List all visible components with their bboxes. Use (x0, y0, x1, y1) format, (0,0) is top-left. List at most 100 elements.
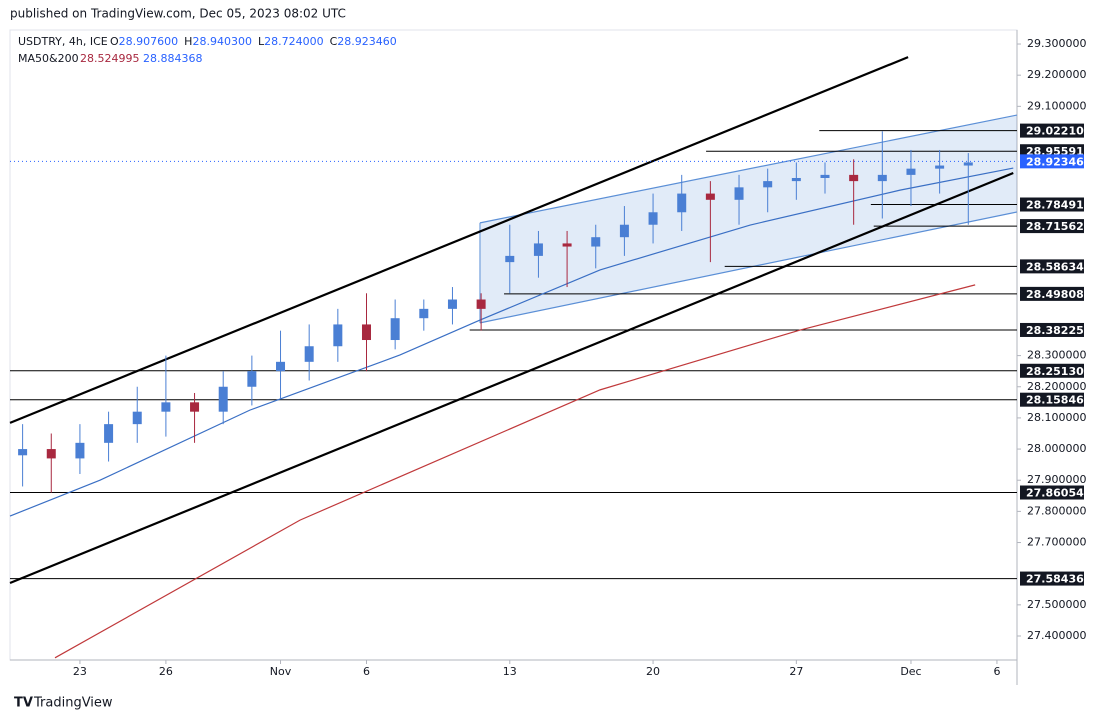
x-tick-label: 26 (159, 665, 173, 678)
candle-body (505, 255, 515, 263)
legend: USDTRY, 4h, ICE O28.907600 H28.940300 L28.… (18, 35, 397, 65)
candle-body (46, 449, 56, 459)
candle-body (447, 299, 457, 309)
candle-body (791, 177, 801, 182)
candle-body (390, 318, 400, 341)
y-tick-label: 28.100000 (1027, 411, 1087, 424)
trend-upper (9, 56, 909, 424)
candle-body (562, 243, 572, 247)
channel-upper (479, 114, 1018, 224)
y-tick-label: 27.400000 (1027, 629, 1087, 642)
x-tick-label: 23 (73, 665, 87, 678)
ohlc-value: 28.923460 (337, 35, 397, 48)
level-tag (1020, 286, 1084, 301)
candle-body (333, 324, 343, 347)
y-tick-label: 27.800000 (1027, 504, 1087, 517)
y-tick-label: 28.000000 (1027, 442, 1087, 455)
ohlc-key: H (184, 35, 192, 48)
level-tag (1020, 571, 1084, 586)
candle-body (734, 187, 744, 200)
ma50 (9, 167, 1014, 517)
level-label: 28.382255 (1026, 324, 1091, 337)
level-label: 28.784917 (1026, 199, 1091, 212)
ohlc-key: C (330, 35, 338, 48)
level-tag (1020, 392, 1084, 407)
y-tick-label: 29.200000 (1027, 68, 1087, 81)
level-tag (1020, 363, 1084, 378)
ohlc-values: O28.907600 H28.940300 L28.724000 C28.923460 (110, 35, 397, 48)
candle-body (935, 165, 945, 169)
ma50-value: 28.884368 (143, 52, 203, 65)
footer-brand: TradingView (33, 696, 113, 711)
trend-lower (9, 171, 1014, 585)
x-tick-label: 6 (993, 665, 1000, 678)
candle-body (419, 308, 429, 319)
x-tick-label: 13 (503, 665, 517, 678)
ohlc-value: 28.907600 (119, 35, 179, 48)
y-tick-label: 27.900000 (1027, 473, 1087, 486)
candle-body (533, 243, 543, 256)
candle-body (763, 181, 773, 188)
level-label: 28.251309 (1026, 365, 1091, 378)
candle-body (190, 402, 200, 412)
level-label: 28.715621 (1026, 220, 1091, 233)
x-tick-label: Dec (900, 665, 921, 678)
last-price-tag (1020, 154, 1084, 169)
channel-lower (479, 211, 1018, 324)
candle-body (476, 299, 486, 309)
y-tick-label: 29.100000 (1027, 99, 1087, 112)
published-note: published on TradingView.com, Dec 05, 20… (10, 7, 346, 21)
candle-body (963, 162, 973, 166)
candle-body (132, 411, 142, 425)
candle-body (276, 361, 286, 372)
level-tag (1020, 197, 1084, 212)
candle-body (906, 168, 916, 175)
level-label: 27.584360 (1026, 573, 1092, 586)
level-label: 28.158467 (1026, 394, 1091, 407)
y-tick-label: 27.700000 (1027, 536, 1087, 549)
ohlc-value: 28.940300 (192, 35, 252, 48)
plot-frame (9, 29, 1018, 661)
level-label: 28.498089 (1026, 288, 1091, 301)
symbol: USDTRY, 4h, ICE (18, 35, 108, 48)
candle-body (820, 174, 830, 178)
candle-body (648, 212, 658, 225)
candle-body (849, 174, 859, 182)
y-tick-label: 29.300000 (1027, 37, 1087, 50)
candle-body (619, 224, 629, 238)
level-label: 29.022102 (1026, 125, 1091, 138)
candle-body (18, 449, 28, 456)
ohlc-key: L (258, 35, 265, 48)
candle-body (304, 346, 314, 362)
ma-label: MA50&200 (18, 52, 79, 65)
last-price-label: 28.923460 (1026, 155, 1092, 168)
candle-body (218, 386, 228, 412)
ma200-value: 28.524995 (80, 52, 140, 65)
level-tag (1020, 485, 1084, 500)
channel-fill (479, 115, 1017, 323)
level-tag (1020, 219, 1084, 234)
candle-body (705, 193, 715, 200)
candle-body (877, 174, 887, 182)
x-tick-label: Nov (270, 665, 292, 678)
candle-body (361, 324, 371, 341)
y-tick-label: 28.200000 (1027, 380, 1087, 393)
logo: TV (14, 696, 33, 711)
ma200 (54, 284, 976, 659)
x-tick-label: 6 (363, 665, 370, 678)
candle-body (104, 424, 114, 443)
ohlc-value: 28.724000 (264, 35, 324, 48)
level-tag (1020, 123, 1084, 138)
x-tick-label: 27 (789, 665, 803, 678)
candle-body (677, 193, 687, 213)
level-label: 27.860542 (1026, 487, 1091, 500)
y-tick-label: 28.300000 (1027, 349, 1087, 362)
candle-body (75, 442, 85, 459)
series-layer (9, 56, 1018, 659)
y-tick-label: 27.500000 (1027, 598, 1087, 611)
level-tag (1020, 259, 1084, 274)
level-label: 28.586344 (1026, 260, 1092, 273)
candle-body (247, 371, 257, 387)
